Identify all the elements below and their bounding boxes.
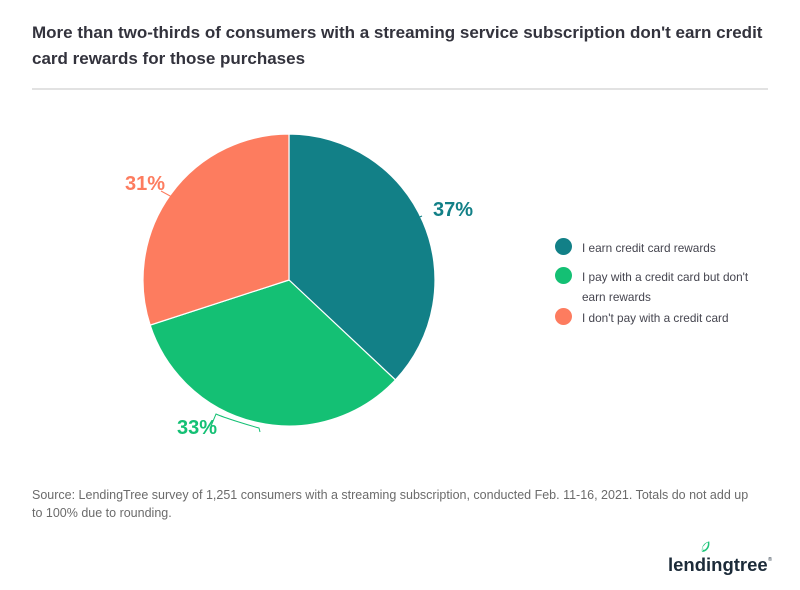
svg-text:®: ® [768,556,772,563]
svg-text:lendingtree: lendingtree [668,554,768,575]
svg-text:33%: 33% [177,417,217,439]
svg-text:37%: 37% [433,199,473,221]
svg-text:31%: 31% [125,173,165,195]
